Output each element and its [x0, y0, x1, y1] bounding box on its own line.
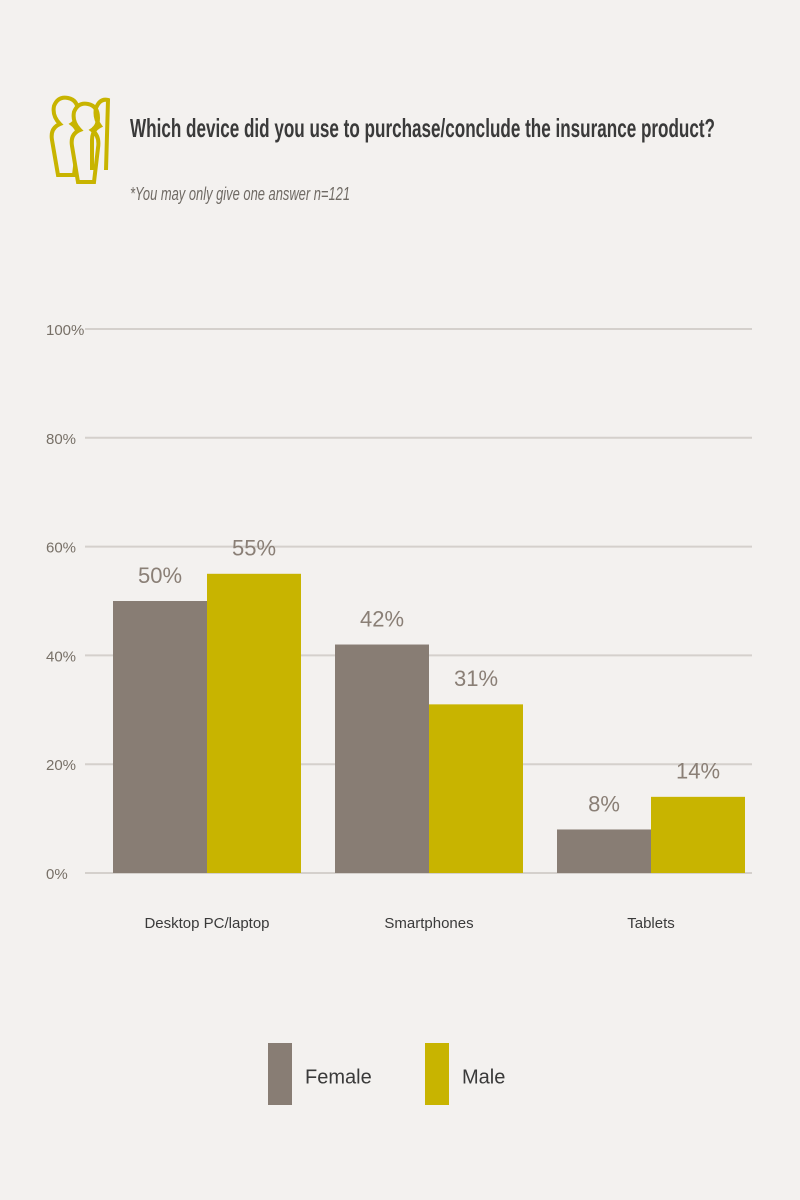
value-label: 8%: [588, 791, 620, 816]
x-tick-label: Tablets: [627, 915, 675, 932]
legend-label: Female: [305, 1066, 372, 1088]
y-tick-label: 80%: [46, 431, 76, 448]
y-tick-label: 100%: [46, 322, 84, 339]
y-tick-label: 20%: [46, 757, 76, 774]
legend-swatch: [268, 1043, 292, 1105]
y-tick-label: 0%: [46, 866, 68, 883]
bar: [207, 573, 301, 873]
bar: [113, 601, 207, 873]
y-tick-label: 60%: [46, 540, 76, 557]
legend-swatch: [425, 1043, 449, 1105]
bar: [651, 796, 745, 873]
people-icon: [49, 95, 111, 184]
bar: [429, 704, 523, 873]
chart-subtitle: *You may only give one answer n=121: [130, 184, 350, 204]
y-tick-label: 40%: [46, 648, 76, 665]
value-label: 42%: [360, 606, 404, 631]
value-label: 55%: [232, 536, 276, 561]
value-label: 31%: [454, 666, 498, 691]
legend-label: Male: [462, 1066, 505, 1088]
x-tick-label: Smartphones: [384, 915, 473, 932]
value-label: 14%: [676, 759, 720, 784]
chart-title: Which device did you use to purchase/con…: [130, 113, 715, 143]
value-label: 50%: [138, 563, 182, 588]
bar: [335, 644, 429, 873]
x-tick-label: Desktop PC/laptop: [144, 915, 269, 932]
bar: [557, 829, 651, 873]
